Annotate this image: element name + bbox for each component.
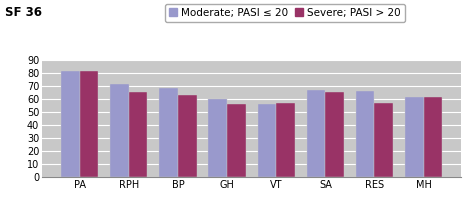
Bar [405,97,424,177]
Bar [307,90,325,177]
Bar [80,71,98,177]
Bar [276,103,295,177]
Bar [129,92,147,177]
Bar [356,91,375,177]
Bar [110,84,129,177]
Text: SF 36: SF 36 [5,6,41,19]
Bar [178,95,197,177]
Bar [61,71,80,177]
Bar [227,104,246,177]
Bar [159,88,178,177]
Legend: Moderate; PASI ≤ 20, Severe; PASI > 20: Moderate; PASI ≤ 20, Severe; PASI > 20 [164,4,405,22]
Bar [208,99,227,177]
Bar [258,104,276,177]
Bar [325,92,344,177]
Bar [375,103,393,177]
Bar [424,97,442,177]
